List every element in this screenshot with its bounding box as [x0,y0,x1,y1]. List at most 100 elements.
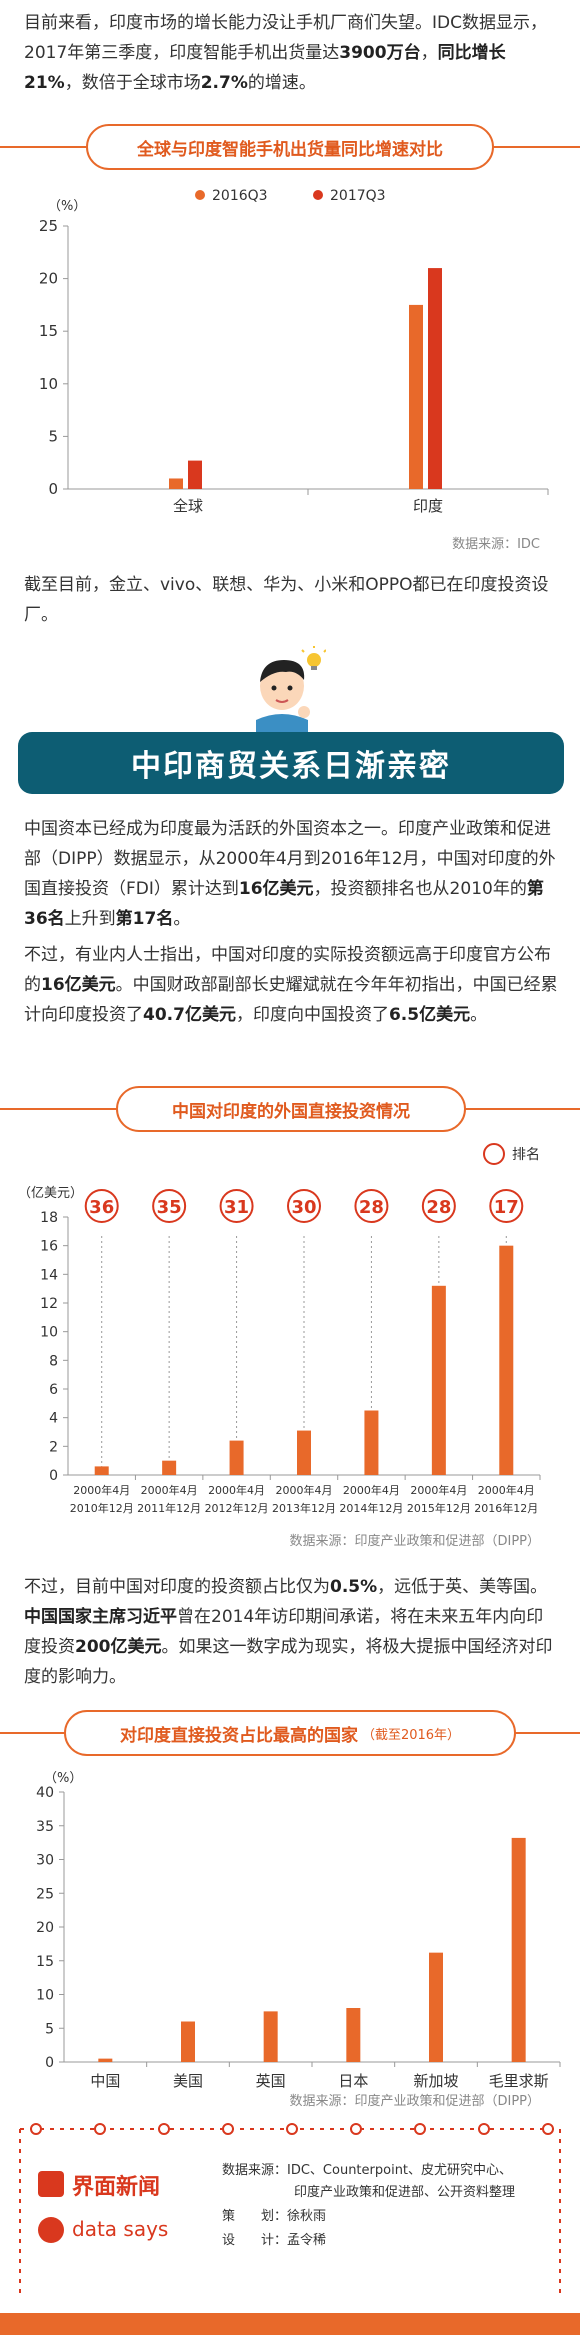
footer-brand-jiemian: 界面新闻 [72,2175,161,2200]
chart2-rank-marker [219,1189,254,1223]
chart2-x-tick-label: 2010年12月 [70,1501,134,1515]
chart1-y-tick-label: 25 [39,217,58,235]
footer: 界面新闻 data says 数据来源：IDC、Counterpoint、皮尤研… [0,2117,580,2335]
lightbulb-icon [301,646,326,670]
chart3-y-tick-label: 0 [45,2055,54,2071]
chart2-y-tick-label: 14 [40,1267,58,1283]
chart2-svg: 排名 （亿美元） 0246810121416182000年4月2010年12月2… [18,1143,541,1549]
para4-text-a: 不过，有业内人士指出，中国对印度的实际投资额远高于印度官方公布的 [24,945,551,995]
para5-text-b: ，远低于英、美等国。 [377,1577,548,1597]
chart1-y-tick-label: 20 [39,270,58,288]
chart2-bar [162,1460,177,1475]
chart1-bar [428,268,442,489]
chart3-x-tick-label: 日本 [338,2072,368,2090]
para3-rank-2010: 第36名 [24,879,544,929]
chart1-unit-label: （%） [48,199,86,214]
chart3-x-tick-label: 英国 [256,2072,286,2090]
footer-dot [222,2123,234,2135]
chart3-y-tick-label: 25 [36,1886,54,1902]
chart2-source: 数据来源：印度产业政策和促进部（DIPP） [289,1533,540,1549]
chart3-unit-label: （%） [44,1771,82,1786]
chart2-x-tick-label: 2013年12月 [272,1501,336,1515]
chart2-bar [431,1285,446,1475]
chart2-x-tick-label: 2000年4月 [208,1483,265,1497]
chart3-bar [181,2021,195,2062]
intro-paragraph: 目前来看，印度市场的增长能力没让手机厂商们失望。IDC数据显示，2017年第三季… [24,8,560,98]
footer-planner: 徐秋雨 [287,2209,327,2224]
chart3-bar [346,2008,361,2062]
chart1-x-tick-label: 印度 [413,497,443,515]
para3-text-d: 。 [173,909,191,929]
para4-china-total: 40.7亿美元 [143,1005,236,1025]
chart3-x-tick-label: 美国 [173,2072,203,2090]
chart2-x-tick-label: 2015年12月 [407,1501,471,1515]
chart1-title-text: 全球与印度智能手机出货量同比增速对比 [137,139,443,160]
chart3-bar [429,1952,443,2062]
chart2-x-tick-label: 2014年12月 [339,1501,403,1515]
chart2-y-tick-label: 16 [40,1239,58,1255]
chart2-bar [364,1410,379,1475]
chart2-unit-label: （亿美元） [18,1186,83,1201]
section-banner: 中印商贸关系日渐亲密 [18,732,564,794]
chart2-bar [297,1430,311,1475]
chart2-bar [229,1440,244,1475]
chart1-y-tick-label: 5 [48,427,58,445]
para5-share: 0.5% [330,1577,378,1597]
chart2-title-text: 中国对印度的外国直接投资情况 [172,1101,410,1122]
chart2-rank-label: 28 [426,1197,451,1218]
chart1-y-tick-label: 10 [39,375,58,393]
chart1-legend-label: 2017Q3 [330,188,386,204]
intro-text-a: 目前来看，印度市场的增长能力没让手机厂商们失望。IDC数据显示，2017年第三季… [24,13,547,63]
intro-growth: 同比增长21% [24,43,506,93]
chart2-rank-label: 31 [224,1197,249,1218]
footer-sources-2: 印度产业政策和促进部、公开资料整理 [294,2185,516,2200]
chart2-rank-label: 35 [157,1197,182,1218]
chart3-svg: （%） 0 5 10 15 20 25 30 35 40 中国 美国 英国 日本 新加坡 毛里求斯 数据来源… [36,1771,561,2109]
chart2-y-tick-label: 4 [49,1411,58,1427]
chart2-x-tick-label: 2011年12月 [137,1501,201,1515]
intro-global-growth: 2.7% [200,73,248,93]
para4-india-total: 6.5亿美元 [388,1005,471,1025]
chart2-bar [499,1245,514,1475]
chart2-rank-legend: 排名 [483,1143,540,1165]
intro-text-c: ，数倍于全球市场 [64,73,201,93]
chart3-title-text: 对印度直接投资占比最高的国家 [119,1725,358,1746]
chart2-x-tick-label: 2000年4月 [410,1483,467,1497]
chart3-source: 数据来源：印度产业政策和促进部（DIPP） [289,2093,540,2109]
para4-text-c: ，印度向中国投资了 [235,1005,389,1025]
chart2-y-tick-label: 12 [40,1296,58,1312]
chart3-y-tick-label: 10 [36,1988,54,2004]
chart2-rank-marker [152,1189,187,1223]
chart3-y-tick-label: 5 [45,2021,54,2037]
chart1-legend-marker [313,190,323,200]
rank-legend-marker [483,1143,505,1165]
jiemian-logo-icon [38,2171,64,2197]
chart1-title: 全球与印度智能手机出货量同比增速对比 [86,124,494,170]
footer-designer: 孟令稀 [287,2233,327,2248]
para5-pledge: 200亿美元 [75,1637,162,1657]
chart2-rank-label: 17 [494,1197,519,1218]
chart3-bar [511,1837,526,2062]
chart3-x-tick-label: 新加坡 [413,2072,458,2090]
chart1-bar [169,478,183,489]
intro-text-d: 的增速。 [247,73,316,93]
chart2-y-tick-label: 18 [40,1210,58,1226]
intro-shipments: 3900万台 [339,43,421,63]
para3-text-a: 中国资本已经成为印度最为活跃的外国资本之一。印度产业政策和促进部（DIPP）数据… [24,819,556,899]
chart1-y-tick-label: 15 [39,322,58,340]
chart2-rank-marker [421,1189,456,1223]
footer-dot [478,2123,490,2135]
para3-text-b: ，投资额排名也从2010年的 [313,879,527,899]
chart3-bar [98,2058,113,2062]
footer-frame [0,2123,580,2335]
para-fdi: 中国资本已经成为印度最为活跃的外国资本之一。印度产业政策和促进部（DIPP）数据… [24,814,560,934]
chart1-legend-marker [195,190,205,200]
para-actual-investment: 不过，有业内人士指出，中国对印度的实际投资额远高于印度官方公布的16亿美元。中国… [24,940,560,1030]
footer-designer-label: 设 计： [222,2233,288,2248]
para4-text-d: 。 [470,1005,488,1025]
para3-fdi-total: 16亿美元 [238,879,314,899]
chart2-x-tick-label: 2016年12月 [474,1501,538,1515]
chart2-x-tick-label: 2000年4月 [478,1483,535,1497]
thinking-person-illustration [256,646,326,736]
footer-dot [542,2123,554,2135]
